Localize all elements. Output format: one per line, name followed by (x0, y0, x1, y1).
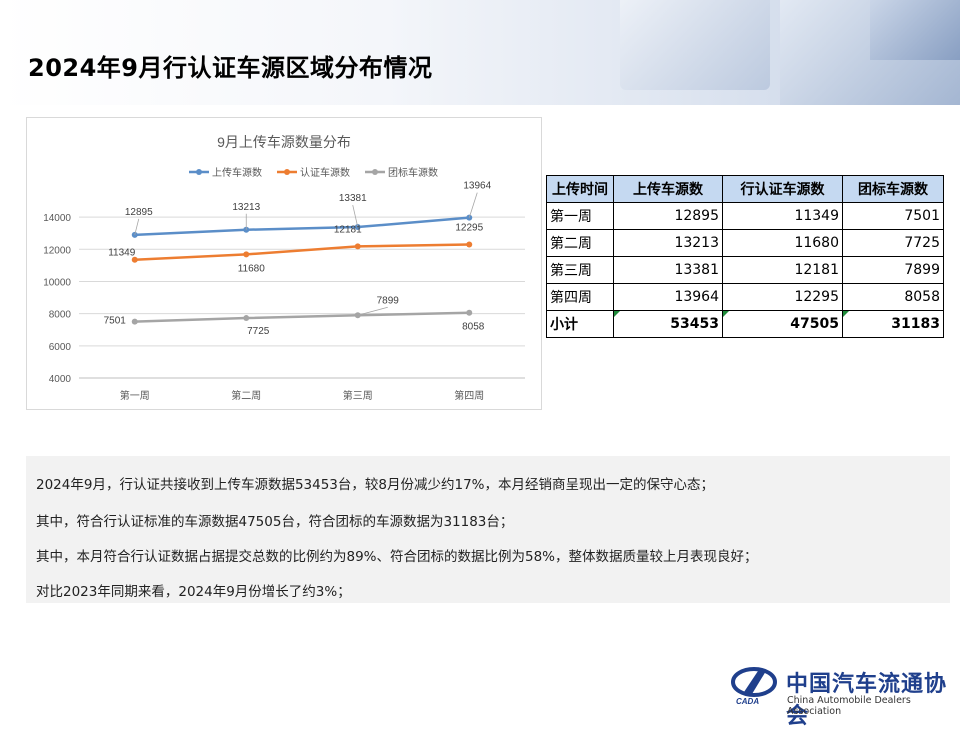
cell-group-standard: 7501 (842, 202, 944, 230)
decorative-cube (620, 0, 770, 90)
summary-notes: 2024年9月，行认证共接收到上传车源数据53453台，较8月份减少约17%，本… (26, 456, 950, 603)
table-header-row: 上传时间 上传车源数 行认证车源数 团标车源数 (546, 175, 944, 203)
data-label: 7725 (247, 326, 270, 337)
data-point (131, 318, 138, 325)
leader-line (468, 192, 478, 218)
table-row: 第一周 12895 11349 7501 (546, 202, 944, 230)
data-point (354, 243, 361, 250)
cada-logo-icon: CADA (731, 667, 777, 706)
note-line: 其中，本月符合行认证数据占据提交总数的比例约为89%、符合团标的数据比例为58%… (36, 549, 758, 565)
y-tick-label: 6000 (49, 342, 72, 353)
data-point (131, 256, 138, 263)
legend-label: 团标车源数 (388, 166, 438, 179)
series-line (134, 243, 470, 261)
leader-line (352, 204, 359, 228)
series-line (134, 311, 470, 323)
x-tick-label: 第二周 (231, 389, 261, 402)
header-banner (0, 0, 960, 105)
cell-upload: 13964 (613, 283, 723, 311)
cell-certified: 12295 (722, 283, 843, 311)
page-title: 2024年9月行认证车源区域分布情况 (28, 54, 433, 82)
data-label: 7501 (104, 316, 127, 327)
total-group-standard: 31183 (842, 310, 944, 338)
data-point (243, 251, 250, 258)
decorative-cube (870, 0, 960, 60)
data-table: 上传时间 上传车源数 行认证车源数 团标车源数 第一周 12895 11349 … (546, 175, 944, 338)
x-tick-label: 第三周 (343, 389, 373, 402)
row-label: 第三周 (546, 256, 614, 284)
data-point (131, 231, 138, 238)
data-label: 11349 (108, 248, 136, 259)
association-logo: CADA 中国汽车流通协会 China Automobile Dealers A… (730, 660, 955, 729)
row-label: 第四周 (546, 283, 614, 311)
header-cell: 团标车源数 (842, 175, 944, 203)
note-line: 对比2023年同期来看，2024年9月份增长了约3%； (36, 584, 351, 600)
logo-abbr: CADA (736, 697, 759, 706)
x-tick-label: 第一周 (120, 389, 150, 402)
data-label: 12295 (455, 223, 483, 234)
header-cell: 上传时间 (546, 175, 614, 203)
data-label: 12895 (125, 207, 153, 218)
cell-upload: 13213 (613, 229, 723, 257)
legend-marker (196, 169, 202, 175)
cell-group-standard: 7899 (842, 256, 944, 284)
legend-label: 认证车源数 (300, 166, 350, 179)
cell-upload: 13381 (613, 256, 723, 284)
cell-group-standard: 7725 (842, 229, 944, 257)
table-total-row: 小计 53453 47505 31183 (546, 310, 944, 338)
row-label: 第一周 (546, 202, 614, 230)
leader-line (134, 218, 140, 235)
cell-certified: 11349 (722, 202, 843, 230)
note-line: 2024年9月，行认证共接收到上传车源数据53453台，较8月份减少约17%，本… (36, 477, 714, 493)
chart-title: 9月上传车源数量分布 (217, 134, 351, 150)
data-label: 13213 (232, 202, 260, 213)
data-label: 11680 (238, 263, 266, 274)
y-tick-label: 4000 (49, 374, 72, 385)
cell-certified: 12181 (722, 256, 843, 284)
leader-line (357, 306, 388, 316)
legend-marker (284, 169, 290, 175)
cell-upload: 12895 (613, 202, 723, 230)
y-tick-label: 14000 (43, 213, 71, 224)
y-tick-label: 10000 (43, 277, 71, 288)
cell-certified: 11680 (722, 229, 843, 257)
note-line: 其中，符合行认证标准的车源数据47505台，符合团标的车源数据为31183台； (36, 514, 514, 530)
row-label: 第二周 (546, 229, 614, 257)
data-label: 13964 (463, 181, 491, 192)
y-tick-label: 8000 (49, 310, 72, 321)
logo-english-name: China Automobile Dealers Association (787, 695, 911, 717)
cell-group-standard: 8058 (842, 283, 944, 311)
x-tick-label: 第四周 (454, 389, 484, 402)
data-label: 13381 (339, 193, 367, 204)
data-point (466, 309, 473, 316)
legend-label: 上传车源数 (212, 166, 262, 179)
total-label: 小计 (546, 310, 614, 338)
table-row: 第四周 13964 12295 8058 (546, 283, 944, 311)
data-label: 8058 (462, 322, 485, 333)
total-upload: 53453 (613, 310, 723, 338)
data-label: 12181 (334, 224, 362, 235)
logo-chinese-name: 中国汽车流通协会 (786, 671, 948, 729)
series-line (134, 216, 470, 237)
total-certified: 47505 (722, 310, 843, 338)
header-cell: 上传车源数 (613, 175, 723, 203)
data-point (243, 315, 250, 322)
legend-marker (372, 169, 378, 175)
header-cell: 行认证车源数 (722, 175, 843, 203)
data-label: 7899 (377, 295, 400, 306)
line-chart: 9月上传车源数量分布上传车源数 认证车源数 团标车源数 4000 6000 8000 100… (26, 117, 542, 410)
table-row: 第二周 13213 11680 7725 (546, 229, 944, 257)
data-point (466, 241, 473, 248)
y-tick-label: 12000 (43, 245, 71, 256)
table-row: 第三周 13381 12181 7899 (546, 256, 944, 284)
